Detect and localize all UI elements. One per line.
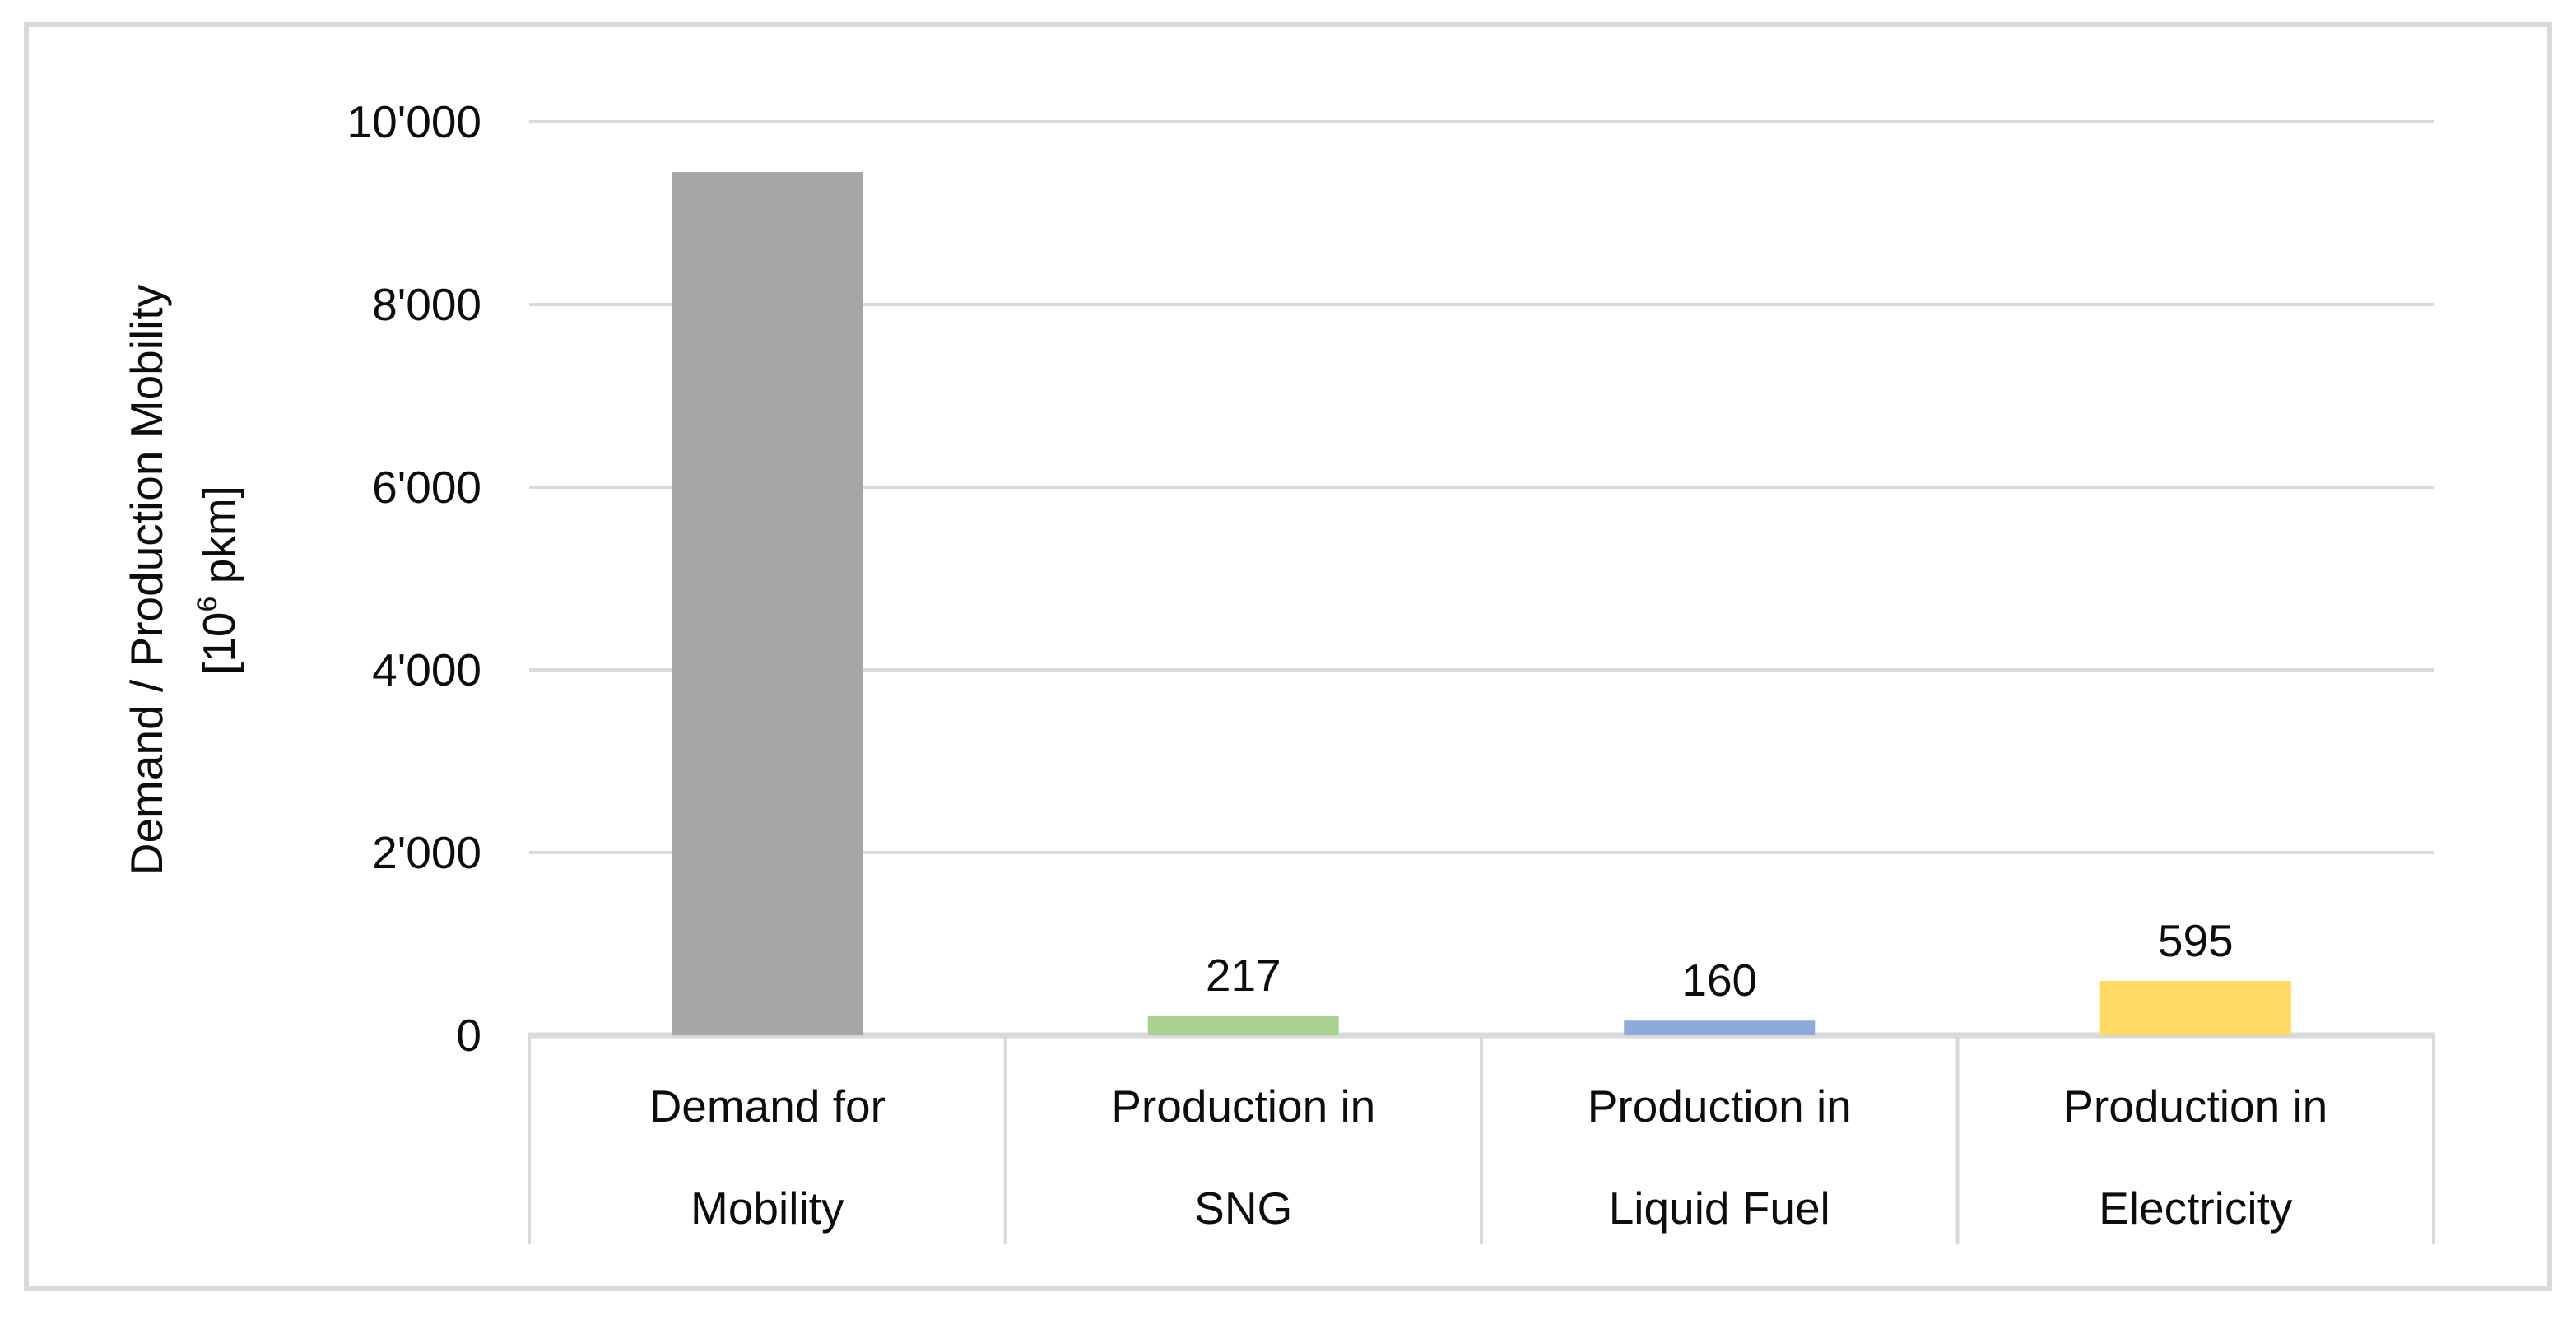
data-label-production-in-electricity: 595 <box>2158 915 2234 966</box>
category-label-production-in-sng-line2: SNG <box>1194 1183 1292 1234</box>
y-axis-tick-10000: 10'000 <box>347 96 481 147</box>
data-label-production-in-sng: 217 <box>1206 950 1281 1001</box>
y-axis-tick-6000: 6'000 <box>372 462 481 513</box>
category-label-production-in-electricity-line2: Electricity <box>2099 1183 2293 1234</box>
y-axis-tick-0: 0 <box>456 1010 481 1061</box>
y-axis-title-line2: [106 pkm] <box>192 486 244 675</box>
bar-demand-for-mobility <box>672 172 863 1035</box>
category-label-production-in-liquid-fuel-line1: Production in <box>1588 1081 1852 1132</box>
y-axis-title-line1: Demand / Production Mobility <box>121 284 172 876</box>
category-label-production-in-electricity-line1: Production in <box>2063 1081 2327 1132</box>
data-label-production-in-liquid-fuel: 160 <box>1681 955 1757 1006</box>
bar-production-in-sng <box>1147 1015 1339 1035</box>
y-axis-tick-8000: 8'000 <box>372 279 481 330</box>
category-label-demand-for-mobility-line2: Mobility <box>690 1183 844 1234</box>
category-label-demand-for-mobility-line1: Demand for <box>649 1081 886 1132</box>
chart-border <box>24 22 2552 1291</box>
bar-production-in-electricity <box>2099 980 2291 1035</box>
y-axis-tick-2000: 2'000 <box>372 827 481 878</box>
y-axis-tick-4000: 4'000 <box>372 644 481 695</box>
category-label-production-in-liquid-fuel-line2: Liquid Fuel <box>1609 1183 1830 1234</box>
bar-production-in-liquid-fuel <box>1624 1020 1816 1035</box>
category-label-production-in-sng-line1: Production in <box>1111 1081 1375 1132</box>
